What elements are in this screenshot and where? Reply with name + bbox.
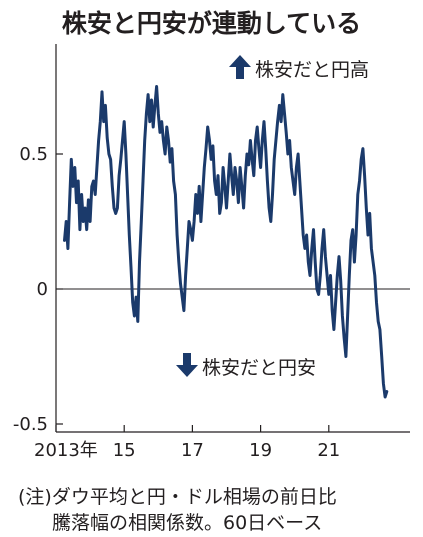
x-tick-label: 19 bbox=[249, 440, 272, 461]
footnote-line-2: 騰落幅の相関係数。60日ベース bbox=[52, 512, 323, 534]
y-ticks: 0.5 0 -0.5 bbox=[13, 144, 63, 435]
y-tick-label: 0 bbox=[37, 279, 48, 300]
annotation-up: 株安だと円高 bbox=[229, 55, 369, 81]
y-tick-label: -0.5 bbox=[13, 414, 48, 435]
annotation-up-label: 株安だと円高 bbox=[255, 59, 369, 81]
footnote-line-1: (注)ダウ平均と円・ドル相場の前日比 bbox=[18, 486, 337, 508]
arrow-up-icon bbox=[229, 55, 251, 79]
arrow-down-icon bbox=[176, 353, 198, 377]
x-tick-label: 2013年 bbox=[34, 440, 98, 461]
x-tick-label: 21 bbox=[317, 440, 340, 461]
x-ticks: 2013年 15 17 19 21 bbox=[34, 425, 340, 461]
annotation-down: 株安だと円安 bbox=[176, 353, 316, 379]
annotation-down-label: 株安だと円安 bbox=[202, 357, 316, 379]
chart-title: 株安と円安が連動している bbox=[61, 9, 362, 38]
x-tick-label: 17 bbox=[181, 440, 204, 461]
correlation-series-line bbox=[63, 85, 389, 399]
y-tick-label: 0.5 bbox=[19, 144, 48, 165]
x-tick-label: 15 bbox=[113, 440, 136, 461]
